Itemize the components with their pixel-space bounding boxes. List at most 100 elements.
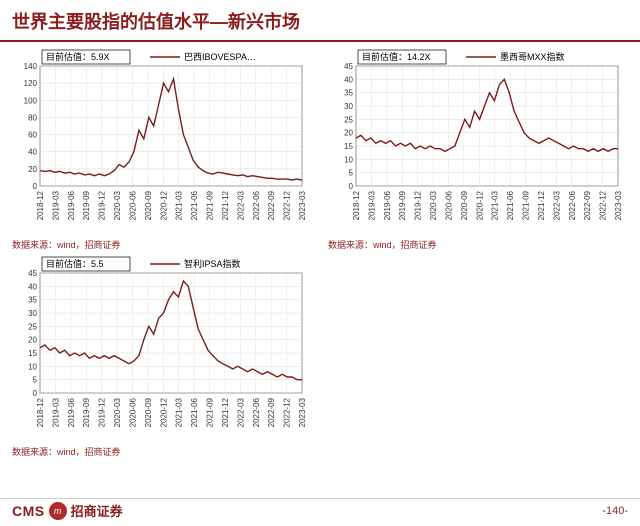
source-chile: 数据来源：wind，招商证券 [10, 443, 314, 458]
svg-text:2021-03: 2021-03 [175, 190, 184, 220]
svg-text:2019-03: 2019-03 [51, 190, 60, 220]
svg-text:20: 20 [28, 336, 37, 345]
svg-text:2021-03: 2021-03 [491, 190, 500, 220]
svg-text:5: 5 [349, 169, 354, 178]
svg-text:2021-03: 2021-03 [175, 397, 184, 427]
chart-grid: 0204060801001201402018-122019-032019-062… [0, 42, 640, 458]
footer: CMS m 招商证券 -140- [0, 498, 640, 526]
svg-text:2019-03: 2019-03 [367, 190, 376, 220]
svg-text:2020-06: 2020-06 [128, 397, 137, 427]
svg-text:25: 25 [28, 322, 37, 331]
chart-cell-mexico: 0510152025303540452018-122019-032019-062… [326, 48, 630, 251]
svg-text:2023-03: 2023-03 [298, 397, 307, 427]
svg-text:目前估值：5.9X: 目前估值：5.9X [46, 51, 110, 62]
svg-text:45: 45 [28, 269, 37, 278]
svg-text:巴西IBOVESPA…: 巴西IBOVESPA… [184, 52, 256, 62]
svg-text:2022-03: 2022-03 [552, 190, 561, 220]
svg-text:2018-12: 2018-12 [352, 190, 361, 220]
svg-text:2019-06: 2019-06 [383, 190, 392, 220]
svg-text:15: 15 [28, 349, 37, 358]
source-mexico: 数据来源：wind，招商证券 [326, 236, 630, 251]
svg-text:2022-03: 2022-03 [236, 190, 245, 220]
chart-chile: 0510152025303540452018-122019-032019-062… [10, 255, 308, 443]
svg-text:2021-09: 2021-09 [522, 190, 531, 220]
svg-text:2019-03: 2019-03 [51, 397, 60, 427]
svg-text:2020-12: 2020-12 [159, 397, 168, 427]
svg-text:2019-12: 2019-12 [414, 190, 423, 220]
svg-text:2021-06: 2021-06 [190, 397, 199, 427]
svg-text:35: 35 [28, 296, 37, 305]
svg-text:40: 40 [344, 75, 353, 84]
svg-text:2022-03: 2022-03 [236, 397, 245, 427]
chart-cell-brazil: 0 20 40 60 80 100 120 140 2018-12 2019-03 2019-06 2… [10, 48, 314, 251]
svg-text:2023-03: 2023-03 [614, 190, 623, 220]
svg-text:20: 20 [344, 129, 353, 138]
svg-text:140: 140 [24, 62, 38, 71]
svg-text:2021-12: 2021-12 [221, 190, 230, 220]
svg-text:2021-06: 2021-06 [190, 190, 199, 220]
page-title: 世界主要股指的估值水平—新兴市场 [0, 0, 640, 42]
svg-text:35: 35 [344, 89, 353, 98]
svg-text:2020-03: 2020-03 [429, 190, 438, 220]
svg-text:30: 30 [344, 102, 353, 111]
svg-text:2022-06: 2022-06 [252, 190, 261, 220]
svg-text:2021-12: 2021-12 [537, 190, 546, 220]
footer-left: CMS m 招商证券 [12, 501, 123, 520]
svg-text:2022-06: 2022-06 [252, 397, 261, 427]
svg-text:2018-12: 2018-12 [36, 397, 45, 427]
svg-text:30: 30 [28, 309, 37, 318]
footer-cms: CMS [12, 503, 45, 519]
svg-text:2019-06: 2019-06 [67, 397, 76, 427]
svg-text:2020-03: 2020-03 [113, 190, 122, 220]
svg-text:2021-06: 2021-06 [506, 190, 515, 220]
svg-text:2023-03: 2023-03 [298, 190, 307, 220]
svg-text:2022-09: 2022-09 [267, 397, 276, 427]
source-brazil: 数据来源：wind，招商证券 [10, 236, 314, 251]
svg-text:2020-06: 2020-06 [128, 190, 137, 220]
svg-text:2022-12: 2022-12 [283, 397, 292, 427]
svg-text:2022-06: 2022-06 [568, 190, 577, 220]
svg-text:0: 0 [349, 182, 354, 191]
svg-text:2020-09: 2020-09 [144, 397, 153, 427]
svg-text:墨西哥MXX指数: 墨西哥MXX指数 [500, 51, 565, 62]
svg-text:45: 45 [344, 62, 353, 71]
svg-text:2019-12: 2019-12 [98, 397, 107, 427]
footer-brand: 招商证券 [71, 501, 123, 520]
svg-text:60: 60 [28, 131, 37, 140]
svg-text:0: 0 [33, 389, 38, 398]
svg-text:2022-09: 2022-09 [583, 190, 592, 220]
svg-text:2019-09: 2019-09 [82, 190, 91, 220]
svg-text:2022-09: 2022-09 [267, 190, 276, 220]
svg-text:2020-09: 2020-09 [460, 190, 469, 220]
svg-text:40: 40 [28, 282, 37, 291]
svg-text:100: 100 [24, 96, 38, 105]
svg-text:80: 80 [28, 113, 37, 122]
svg-text:2019-06: 2019-06 [67, 190, 76, 220]
svg-text:2020-12: 2020-12 [475, 190, 484, 220]
svg-text:目前估值：14.2X: 目前估值：14.2X [362, 51, 431, 62]
svg-text:智利IPSA指数: 智利IPSA指数 [184, 258, 241, 269]
chart-cell-chile: 0510152025303540452018-122019-032019-062… [10, 255, 314, 458]
svg-text:2020-03: 2020-03 [113, 397, 122, 427]
svg-text:2021-12: 2021-12 [221, 397, 230, 427]
svg-text:2019-09: 2019-09 [82, 397, 91, 427]
svg-text:120: 120 [24, 79, 38, 88]
svg-text:2018-12: 2018-12 [36, 190, 45, 220]
svg-text:2022-12: 2022-12 [283, 190, 292, 220]
svg-text:2020-09: 2020-09 [144, 190, 153, 220]
svg-text:5: 5 [33, 376, 38, 385]
svg-text:0: 0 [33, 182, 38, 191]
chart-mexico: 0510152025303540452018-122019-032019-062… [326, 48, 624, 236]
footer-page: -140- [602, 505, 628, 517]
svg-text:2019-09: 2019-09 [398, 190, 407, 220]
footer-badge: m [49, 502, 67, 520]
svg-text:2019-12: 2019-12 [98, 190, 107, 220]
svg-text:25: 25 [344, 115, 353, 124]
svg-text:2020-06: 2020-06 [444, 190, 453, 220]
chart-brazil: 0 20 40 60 80 100 120 140 2018-12 2019-03 2019-06 2… [10, 48, 308, 236]
svg-text:40: 40 [28, 148, 37, 157]
svg-text:10: 10 [344, 155, 353, 164]
svg-text:目前估值：5.5: 目前估值：5.5 [46, 258, 104, 269]
svg-text:2021-09: 2021-09 [206, 190, 215, 220]
svg-text:20: 20 [28, 165, 37, 174]
